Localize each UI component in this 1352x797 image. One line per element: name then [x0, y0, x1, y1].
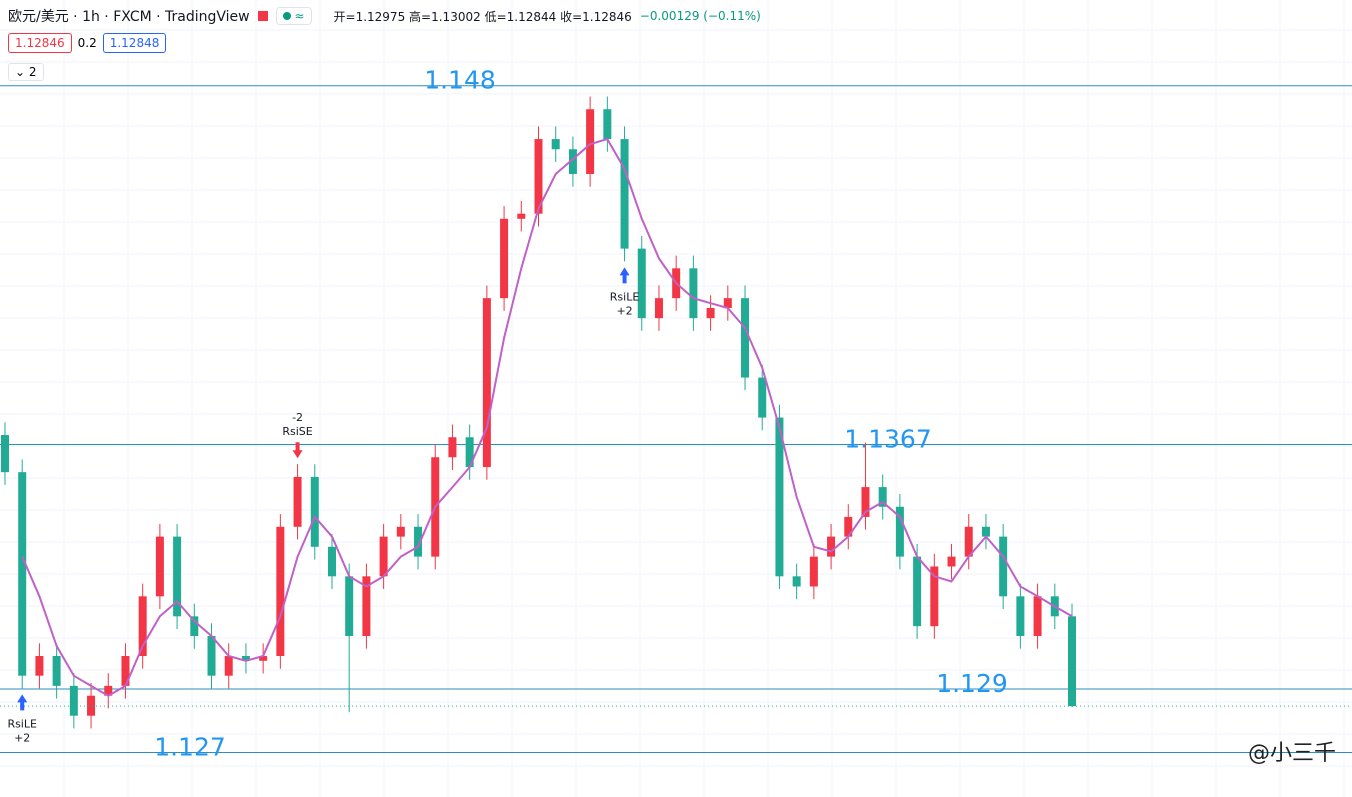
signal-qty: +2 [14, 731, 30, 744]
signal-qty: -2 [292, 411, 303, 424]
candle-body [207, 636, 216, 676]
candle-body [586, 109, 595, 175]
level-label: 1.1367 [844, 425, 931, 454]
spread: 0.2 [77, 36, 97, 50]
candle-body [827, 536, 836, 557]
candle-body [775, 417, 784, 577]
candle-body [895, 506, 904, 557]
candle-body [947, 556, 956, 567]
indicator-count: 2 [28, 65, 37, 79]
candle-body [379, 536, 388, 577]
candle-body [568, 149, 577, 175]
candle-body [69, 685, 78, 716]
signal-arrow [292, 442, 303, 459]
level-label: 1.129 [936, 669, 1008, 698]
signal-arrow [17, 694, 28, 711]
candle-body [259, 656, 268, 661]
ask[interactable]: 1.12848 [102, 33, 167, 53]
candle-body [861, 487, 870, 517]
candle-body [654, 298, 663, 319]
status-pill[interactable]: ≈ [275, 7, 312, 25]
quote-row: 1.12846 0.2 1.12848 [8, 33, 167, 53]
signal-arrow [619, 267, 630, 284]
candle-body [741, 298, 750, 378]
ohlc-value: 1.12846 [582, 9, 632, 24]
candle-body [1033, 596, 1042, 637]
candle-body [1068, 616, 1076, 707]
candle-body [878, 487, 887, 507]
candle-body [52, 656, 61, 686]
signal-qty: +2 [616, 304, 632, 317]
candle-body [482, 298, 491, 468]
candle-body [723, 298, 732, 309]
candle-body [396, 526, 405, 537]
candle-body [534, 139, 543, 214]
candle-body [18, 472, 27, 676]
ohlc-label: 低 [484, 9, 497, 24]
candle-body [1016, 596, 1025, 637]
candle-body [758, 377, 767, 418]
level-label: 1.127 [154, 733, 226, 762]
candle-body [689, 268, 698, 319]
ohlc-label: 收 [560, 9, 573, 24]
candle-body [551, 139, 560, 150]
candle-body [310, 476, 319, 547]
candle-body [121, 656, 130, 686]
candle-body [104, 685, 113, 696]
candle-body [155, 536, 164, 597]
candle-body [362, 576, 371, 637]
candle-body [603, 109, 612, 140]
change: −0.00129 (−0.11%) [639, 9, 761, 23]
candle-body [706, 308, 715, 319]
candle-body [1, 435, 9, 473]
candle-body [190, 616, 199, 637]
header: 欧元/美元 · 1h · FXCM · TradingView ≈ 开=1.12… [8, 6, 761, 26]
candle-body [465, 437, 474, 468]
candle-body [87, 695, 96, 716]
watermark: @小三千 [1247, 741, 1336, 766]
candle-body [448, 437, 457, 458]
candle-body [224, 656, 233, 676]
ohlc-value: 1.13002 [431, 9, 481, 24]
candle-body [500, 218, 509, 299]
candle-body [809, 556, 818, 587]
candle-body [276, 526, 285, 657]
ohlc-label: 开 [333, 9, 346, 24]
candle-body [930, 566, 939, 627]
candle-body [792, 576, 801, 587]
flag-icon [257, 11, 268, 21]
ohlc: 开=1.12975 高=1.13002 低=1.12844 收=1.12846 [333, 9, 632, 24]
candle-body [999, 536, 1008, 597]
level-label: 1.148 [424, 66, 496, 95]
candle-body [345, 576, 354, 637]
candle-body [844, 516, 853, 537]
candle-body [35, 656, 44, 676]
candle-body [241, 656, 250, 661]
candle-body [293, 476, 302, 527]
symbol: 欧元/美元 · 1h · FXCM · TradingView [8, 9, 250, 25]
candle-body [138, 596, 147, 657]
ohlc-value: 1.12975 [355, 9, 406, 24]
candle-body [620, 139, 629, 249]
candle-body [327, 546, 336, 577]
candle-body [964, 526, 973, 557]
moving-average [21, 137, 1073, 697]
candle-body [517, 213, 526, 219]
signal-label: RsiSE [282, 425, 312, 438]
candle-body [173, 536, 182, 617]
ohlc-value: 1.12844 [506, 9, 557, 24]
candle-body [637, 248, 646, 319]
signal-label: RsiLE [7, 717, 37, 730]
candle-body [913, 556, 922, 627]
candle-body [981, 526, 990, 537]
bid[interactable]: 1.12846 [8, 33, 72, 53]
ohlc-label: 高 [409, 9, 422, 24]
indicator-toggle[interactable]: ⌄ 2 [8, 63, 44, 81]
candle-body [414, 526, 423, 557]
signal-label: RsiLE [610, 290, 640, 303]
